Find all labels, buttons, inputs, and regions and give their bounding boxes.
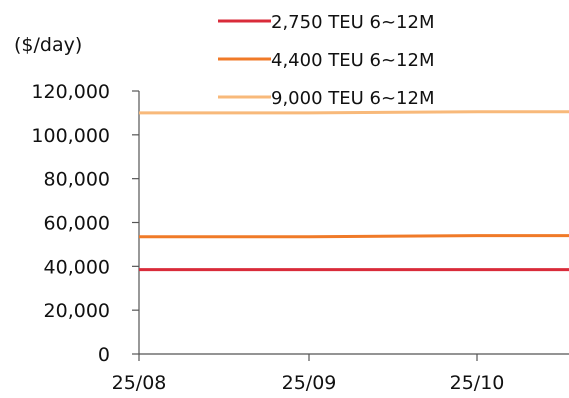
legend-label: 2,750 TEU 6~12M xyxy=(271,12,435,33)
x-axis-ticks: 25/08 25/09 25/10 xyxy=(112,354,505,394)
y-axis-ticks: 0 20,000 40,000 60,000 80,000 100,000 120,000 xyxy=(31,81,139,366)
y-tick-label: 120,000 xyxy=(31,81,110,103)
series-lines xyxy=(139,110,569,272)
y-tick-label: 40,000 xyxy=(44,256,110,278)
y-tick-label: 20,000 xyxy=(44,300,110,322)
y-tick-label: 80,000 xyxy=(44,169,110,191)
y-tick-label: 100,000 xyxy=(31,125,110,147)
legend-label: 9,000 TEU 6~12M xyxy=(271,88,435,109)
y-tick-label: 60,000 xyxy=(44,213,110,235)
x-tick-label: 25/09 xyxy=(282,372,337,394)
series-line xyxy=(139,110,569,115)
series-line xyxy=(139,234,569,239)
y-tick-label: 0 xyxy=(98,344,110,366)
x-tick-label: 25/08 xyxy=(112,372,167,394)
unit-label: ($/day) xyxy=(14,34,82,56)
x-tick-label: 25/10 xyxy=(450,372,505,394)
legend: 2,750 TEU 6~12M 4,400 TEU 6~12M 9,000 TEU … xyxy=(218,12,435,109)
legend-label: 4,400 TEU 6~12M xyxy=(271,50,435,71)
